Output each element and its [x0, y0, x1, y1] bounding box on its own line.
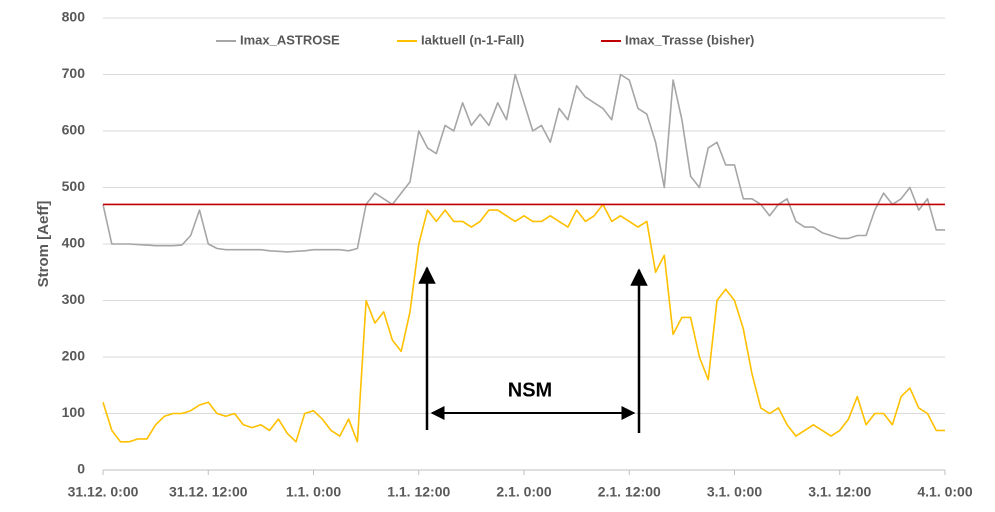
lines: [102, 73, 945, 443]
legend-label: Imax_Trasse (bisher): [625, 32, 754, 47]
y-tick-label: 500: [62, 178, 86, 194]
y-tick-label: 0: [77, 461, 85, 477]
y-tick-label: 700: [62, 65, 86, 81]
series-line: [102, 203, 945, 443]
series-line: [102, 73, 945, 253]
x-tick-label: 1.1. 0:00: [286, 484, 341, 500]
legend-label: Iaktuell (n-1-Fall): [421, 32, 524, 47]
grid: [102, 17, 946, 475]
y-tick-label: 600: [62, 122, 86, 138]
y-axis-label: Strom [Aeff]: [35, 201, 52, 288]
x-tick-label: 31.12. 12:00: [169, 484, 248, 500]
x-tick-label: 2.1. 12:00: [598, 484, 661, 500]
legend-label: Imax_ASTROSE: [240, 32, 340, 47]
x-tick-label: 1.1. 12:00: [387, 484, 450, 500]
y-tick-label: 100: [62, 404, 86, 420]
x-tick-label: 3.1. 0:00: [707, 484, 762, 500]
x-tick-label: 3.1. 12:00: [808, 484, 871, 500]
y-tick-label: 200: [62, 348, 86, 364]
x-tick-label: 31.12. 0:00: [68, 484, 139, 500]
y-tick-label: 800: [62, 9, 86, 25]
x-tick-label: 2.1. 0:00: [496, 484, 551, 500]
annotation: NSM: [508, 379, 552, 401]
x-tick-label: 4.1. 0:00: [917, 484, 972, 500]
y-tick-label: 300: [62, 291, 86, 307]
y-tick-label: 400: [62, 235, 86, 251]
